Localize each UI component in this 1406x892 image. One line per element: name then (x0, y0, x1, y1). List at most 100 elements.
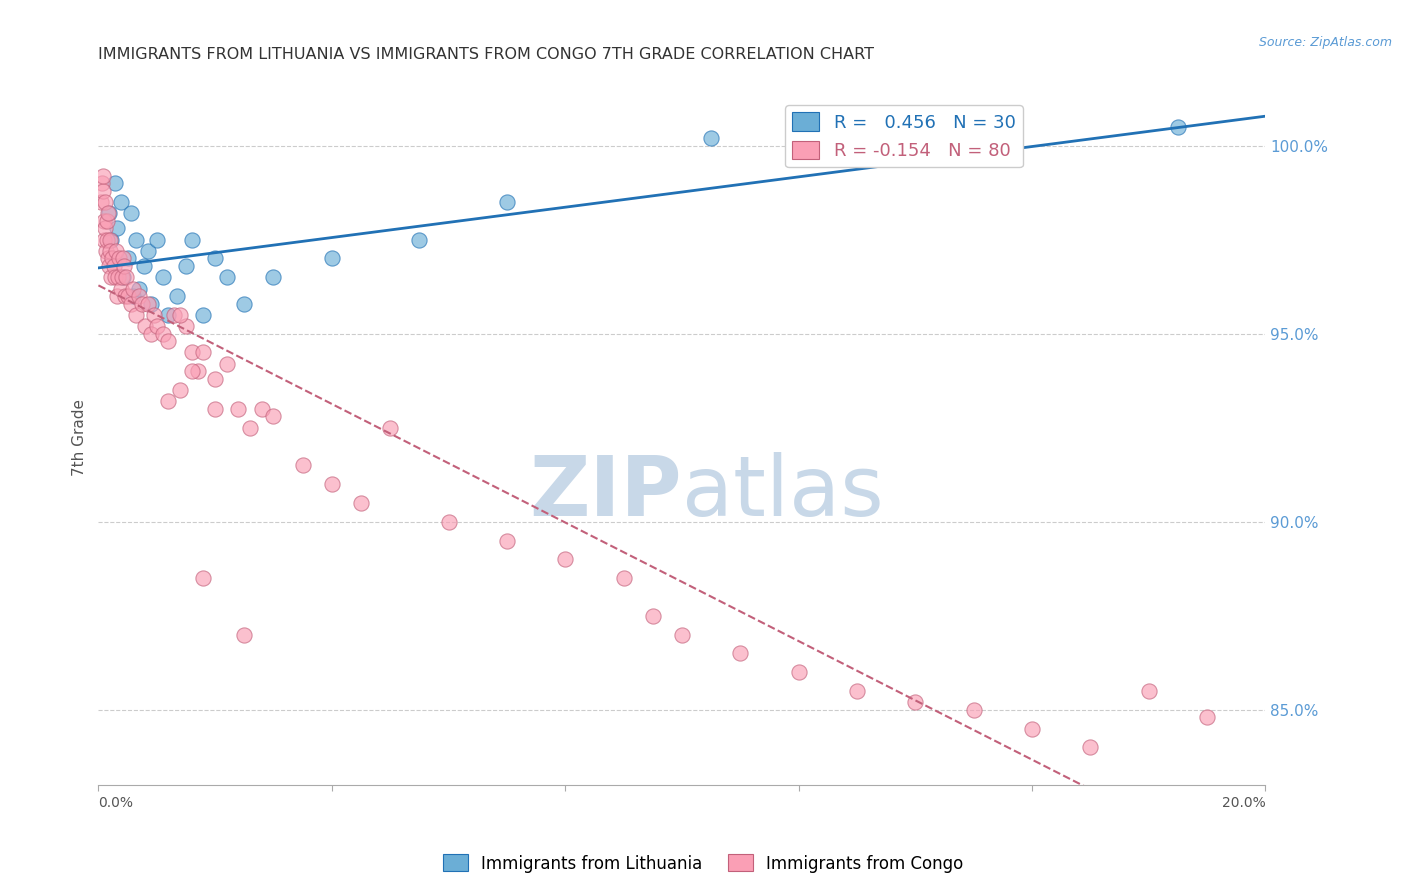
Point (215, 357, 238, 371)
Point (139, 296, 162, 310)
Point (193, 571, 215, 585)
Point (112, 259, 135, 273)
Point (169, 383, 191, 397)
Point (163, 308, 186, 322)
Legend: Immigrants from Lithuania, Immigrants from Congo: Immigrants from Lithuania, Immigrants fr… (436, 847, 970, 880)
Point (97, 206, 120, 220)
Point (187, 364, 209, 378)
Point (321, 477, 343, 491)
Point (97, 206, 120, 220)
Point (90, 176, 112, 190)
Point (120, 206, 142, 220)
Point (204, 252, 226, 266)
Point (125, 233, 148, 247)
Point (90, 194, 112, 209)
Point (291, 458, 314, 473)
Text: atlas: atlas (682, 452, 883, 533)
Point (104, 176, 127, 190)
Point (104, 270, 127, 285)
Point (91, 169, 114, 183)
Point (110, 194, 132, 209)
Point (152, 326, 174, 341)
Text: Source: ZipAtlas.com: Source: ZipAtlas.com (1258, 36, 1392, 49)
Point (671, 627, 693, 641)
Point (111, 270, 134, 285)
Point (111, 252, 134, 266)
Point (157, 334, 180, 348)
Point (166, 289, 188, 303)
Point (554, 552, 576, 566)
Y-axis label: 7th Grade: 7th Grade (72, 399, 87, 475)
Point (94, 194, 117, 209)
Point (97, 259, 120, 273)
Point (152, 270, 174, 285)
Point (169, 308, 191, 322)
Point (180, 345, 202, 359)
Point (228, 401, 250, 416)
Point (115, 270, 138, 285)
Point (98, 233, 121, 247)
Point (408, 233, 430, 247)
Point (110, 281, 132, 295)
Point (103, 259, 125, 273)
Text: IMMIGRANTS FROM LITHUANIA VS IMMIGRANTS FROM CONGO 7TH GRADE CORRELATION CHART: IMMIGRANTS FROM LITHUANIA VS IMMIGRANTS … (98, 47, 875, 62)
Point (612, 571, 634, 585)
Point (204, 372, 226, 386)
Point (96, 214, 118, 228)
Point (730, 646, 752, 660)
Point (700, 131, 723, 145)
Legend: R =   0.456   N = 30, R = -0.154   N = 80: R = 0.456 N = 30, R = -0.154 N = 80 (785, 105, 1024, 168)
Point (100, 233, 122, 247)
Point (262, 270, 284, 285)
Point (142, 308, 165, 322)
Point (250, 401, 273, 416)
Text: 0.0%: 0.0% (98, 797, 134, 810)
Point (96, 233, 118, 247)
Point (157, 394, 180, 409)
Point (94, 244, 117, 258)
Point (157, 308, 180, 322)
Point (97, 252, 120, 266)
Text: 20.0%: 20.0% (1222, 797, 1265, 810)
Point (962, 703, 984, 717)
Point (139, 326, 162, 341)
Point (120, 296, 142, 310)
Point (93, 214, 115, 228)
Point (1195, 710, 1218, 724)
Point (845, 684, 868, 698)
Point (193, 345, 215, 359)
Point (495, 533, 517, 548)
Point (111, 270, 134, 285)
Point (128, 289, 150, 303)
Point (641, 608, 664, 623)
Point (1080, 740, 1102, 755)
Point (262, 409, 284, 424)
Point (107, 270, 129, 285)
Point (93, 233, 115, 247)
Point (146, 319, 169, 334)
Point (1167, 120, 1189, 134)
Point (193, 308, 215, 322)
Point (100, 270, 122, 285)
Point (94, 221, 117, 235)
Point (321, 252, 343, 266)
Point (134, 319, 156, 334)
Point (174, 259, 197, 273)
Point (125, 308, 148, 322)
Point (180, 364, 202, 378)
Point (132, 259, 155, 273)
Point (114, 289, 136, 303)
Point (128, 281, 150, 295)
Point (105, 221, 128, 235)
Point (122, 289, 145, 303)
Point (239, 420, 262, 434)
Point (233, 296, 256, 310)
Point (117, 289, 139, 303)
Text: ZIP: ZIP (530, 452, 682, 533)
Point (215, 270, 238, 285)
Point (1137, 684, 1160, 698)
Point (787, 665, 810, 680)
Point (131, 296, 153, 310)
Point (104, 244, 127, 258)
Point (122, 281, 145, 295)
